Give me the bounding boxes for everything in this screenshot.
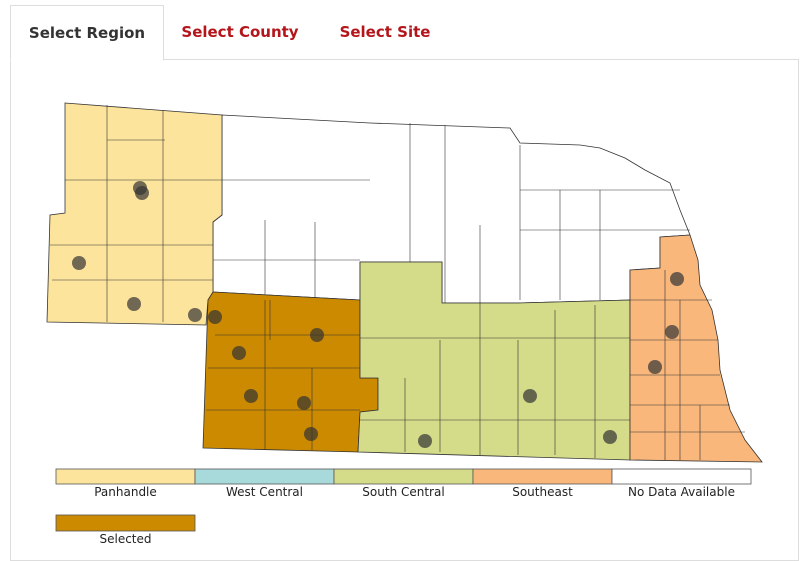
site-marker	[72, 256, 86, 270]
legend-swatch	[194, 468, 335, 485]
site-marker	[418, 434, 432, 448]
site-marker	[135, 186, 149, 200]
tab[interactable]: Select County	[181, 23, 299, 41]
site-marker	[665, 325, 679, 339]
site-marker	[127, 297, 141, 311]
site-marker	[188, 308, 202, 322]
region-south-central	[357, 261, 631, 461]
legend-swatch	[472, 468, 613, 485]
tab[interactable]: Select Region	[10, 5, 164, 61]
legend-label: West Central	[226, 485, 303, 499]
legend-swatch	[611, 468, 752, 485]
legend-swatch	[55, 468, 196, 485]
site-marker	[304, 427, 318, 441]
site-marker	[232, 346, 246, 360]
legend-label: Southeast	[512, 485, 573, 499]
site-marker	[648, 360, 662, 374]
regions	[46, 102, 763, 463]
legend-label: No Data Available	[628, 485, 735, 499]
region-panhandle	[46, 102, 223, 326]
legend-label: Selected	[99, 532, 151, 546]
site-marker	[208, 310, 222, 324]
site-marker	[297, 396, 311, 410]
legend-swatch	[333, 468, 474, 485]
site-marker	[603, 430, 617, 444]
site-marker	[670, 272, 684, 286]
site-marker	[244, 389, 258, 403]
county-lines	[50, 105, 745, 460]
region-selected	[202, 291, 379, 453]
site-marker	[310, 328, 324, 342]
legend-label: Panhandle	[94, 485, 157, 499]
tab[interactable]: Select Site	[339, 23, 431, 41]
legend-label: South Central	[362, 485, 444, 499]
region-none	[212, 114, 691, 304]
region-southeast	[629, 234, 763, 463]
site-marker	[523, 389, 537, 403]
legend-swatch	[55, 514, 196, 532]
site-markers	[72, 181, 684, 448]
